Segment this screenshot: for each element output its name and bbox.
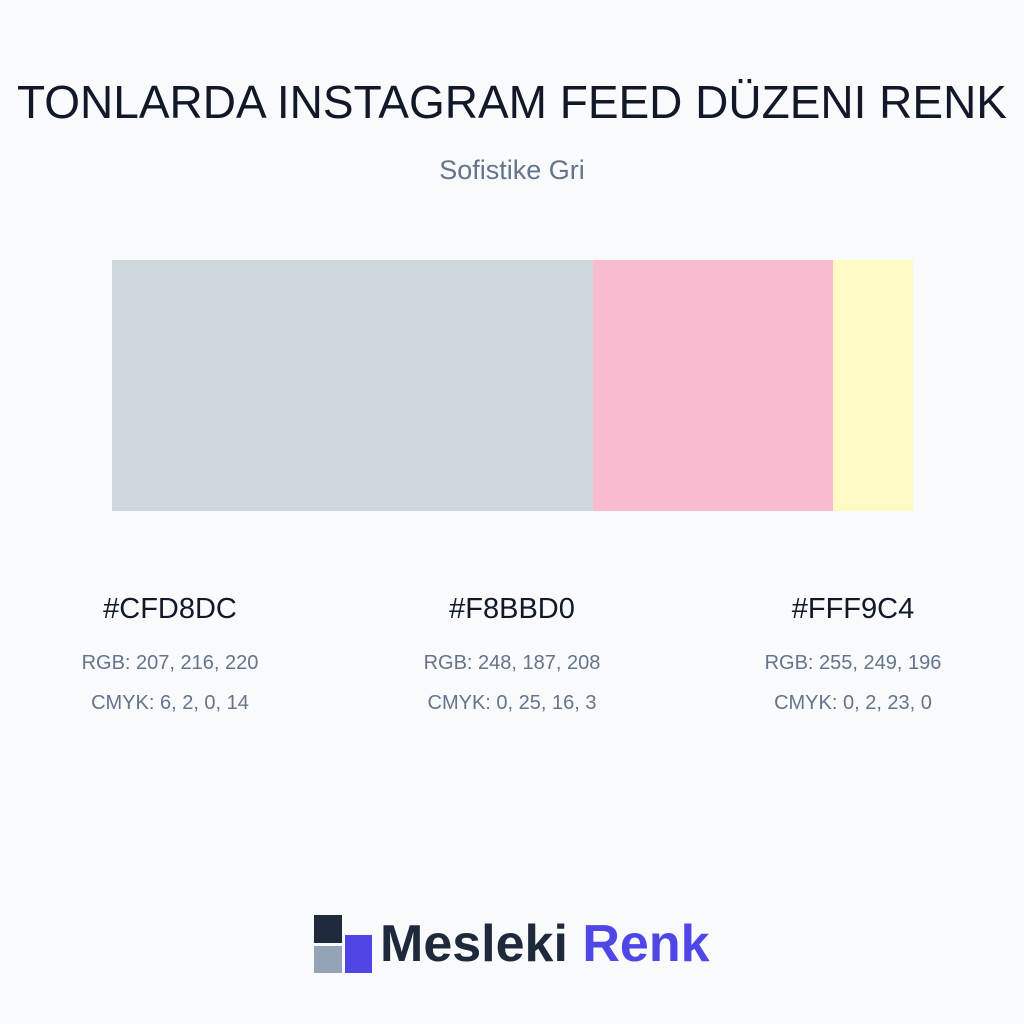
logo-brand: Mesleki: [380, 915, 568, 973]
title: TONLARDA INSTAGRAM FEED DÜZENI RENK: [17, 76, 1007, 128]
cmyk-value: CMYK: 0, 2, 23, 0: [774, 692, 932, 714]
cmyk-value: CMYK: 6, 2, 0, 14: [91, 692, 249, 714]
color-info: #FFF9C4 RGB: 255, 249, 196 CMYK: 0, 2, 23,…: [703, 588, 1003, 723]
logo-accent: Renk: [582, 915, 710, 973]
logo-icon: [314, 915, 372, 973]
logo-text: Mesleki Renk: [380, 912, 710, 976]
logo-square: [314, 915, 342, 943]
hex-code: #F8BBD0: [449, 593, 575, 625]
palette-bar: [112, 260, 913, 511]
rgb-value: RGB: 255, 249, 196: [764, 652, 942, 674]
logo-square: [345, 935, 372, 973]
color-info: #F8BBD0 RGB: 248, 187, 208 CMYK: 0, 25, 16…: [362, 588, 662, 723]
color-swatch: [592, 260, 833, 511]
color-swatch: [112, 260, 593, 511]
logo-square: [314, 946, 342, 973]
color-swatch: [832, 260, 913, 511]
rgb-value: RGB: 248, 187, 208: [423, 652, 601, 674]
color-info: #CFD8DC RGB: 207, 216, 220 CMYK: 6, 2, 0, …: [20, 588, 320, 723]
hex-code: #FFF9C4: [791, 593, 915, 625]
subtitle: Sofistike Gri: [439, 155, 585, 185]
rgb-value: RGB: 207, 216, 220: [81, 652, 259, 674]
cmyk-value: CMYK: 0, 25, 16, 3: [427, 692, 597, 714]
hex-code: #CFD8DC: [103, 593, 237, 625]
